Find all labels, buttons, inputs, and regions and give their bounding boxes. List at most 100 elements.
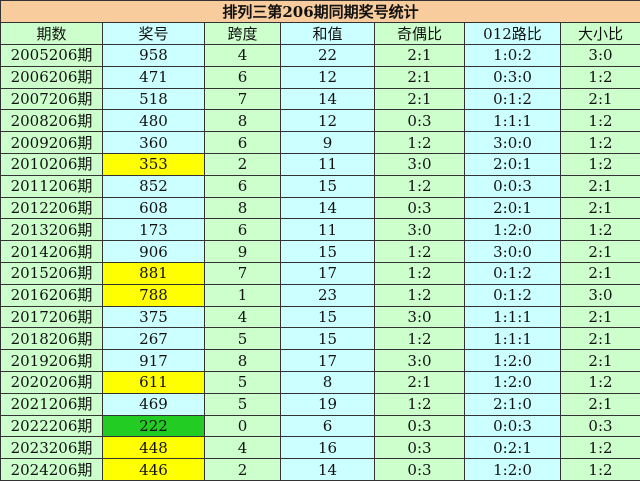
cell-route012: 1:2:0	[465, 371, 561, 393]
cell-odd-even: 1:2	[375, 284, 465, 306]
header-row: 期数 奖号 跨度 和值 奇偶比 012路比 大小比	[1, 23, 640, 45]
cell-number: 353	[103, 153, 205, 175]
cell-big-small: 1:2	[561, 219, 640, 241]
cell-odd-even: 2:1	[375, 66, 465, 88]
cell-route012: 2:0:1	[465, 153, 561, 175]
cell-sum: 6	[281, 415, 375, 437]
cell-number: 267	[103, 328, 205, 350]
cell-sum: 19	[281, 393, 375, 415]
cell-route012: 1:1:1	[465, 110, 561, 132]
cell-number: 469	[103, 393, 205, 415]
cell-route012: 1:1:1	[465, 306, 561, 328]
cell-big-small: 0:3	[561, 415, 640, 437]
cell-sum: 9	[281, 132, 375, 154]
cell-sum: 8	[281, 371, 375, 393]
header-sum: 和值	[281, 23, 375, 45]
cell-period: 2018206期	[1, 328, 103, 350]
cell-period: 2019206期	[1, 350, 103, 372]
cell-big-small: 1:2	[561, 153, 640, 175]
cell-sum: 15	[281, 175, 375, 197]
cell-route012: 0:1:2	[465, 88, 561, 110]
cell-sum: 14	[281, 459, 375, 481]
cell-sum: 11	[281, 219, 375, 241]
cell-period: 2007206期	[1, 88, 103, 110]
cell-odd-even: 0:3	[375, 437, 465, 459]
cell-number: 608	[103, 197, 205, 219]
cell-sum: 16	[281, 437, 375, 459]
cell-number: 375	[103, 306, 205, 328]
cell-span: 1	[205, 284, 281, 306]
cell-big-small: 2:1	[561, 306, 640, 328]
title-row: 排列三第206期同期奖号统计	[1, 1, 640, 23]
cell-odd-even: 1:2	[375, 262, 465, 284]
cell-route012: 1:2:0	[465, 459, 561, 481]
cell-route012: 1:0:2	[465, 45, 561, 67]
cell-big-small: 2:1	[561, 197, 640, 219]
cell-span: 4	[205, 437, 281, 459]
cell-big-small: 3:0	[561, 284, 640, 306]
cell-period: 2021206期	[1, 393, 103, 415]
cell-span: 4	[205, 306, 281, 328]
cell-sum: 22	[281, 45, 375, 67]
cell-span: 9	[205, 241, 281, 263]
cell-sum: 11	[281, 153, 375, 175]
cell-sum: 12	[281, 110, 375, 132]
cell-span: 7	[205, 262, 281, 284]
cell-route012: 3:0:0	[465, 132, 561, 154]
cell-number: 446	[103, 459, 205, 481]
cell-route012: 1:2:0	[465, 350, 561, 372]
cell-span: 2	[205, 153, 281, 175]
cell-odd-even: 0:3	[375, 459, 465, 481]
cell-period: 2011206期	[1, 175, 103, 197]
cell-number: 173	[103, 219, 205, 241]
cell-odd-even: 3:0	[375, 306, 465, 328]
header-period: 期数	[1, 23, 103, 45]
cell-big-small: 1:2	[561, 110, 640, 132]
cell-number: 611	[103, 371, 205, 393]
cell-odd-even: 2:1	[375, 88, 465, 110]
cell-period: 2020206期	[1, 371, 103, 393]
cell-big-small: 2:1	[561, 350, 640, 372]
cell-route012: 0:2:1	[465, 437, 561, 459]
cell-route012: 0:3:0	[465, 66, 561, 88]
cell-period: 2015206期	[1, 262, 103, 284]
cell-span: 8	[205, 110, 281, 132]
cell-sum: 23	[281, 284, 375, 306]
cell-span: 8	[205, 350, 281, 372]
cell-odd-even: 1:2	[375, 132, 465, 154]
cell-period: 2005206期	[1, 45, 103, 67]
cell-route012: 2:1:0	[465, 393, 561, 415]
cell-period: 2006206期	[1, 66, 103, 88]
cell-span: 5	[205, 393, 281, 415]
cell-big-small: 2:1	[561, 88, 640, 110]
cell-period: 2013206期	[1, 219, 103, 241]
cell-big-small: 1:2	[561, 132, 640, 154]
cell-number: 480	[103, 110, 205, 132]
cell-route012: 0:1:2	[465, 284, 561, 306]
cell-odd-even: 2:1	[375, 371, 465, 393]
cell-route012: 0:1:2	[465, 262, 561, 284]
cell-number: 852	[103, 175, 205, 197]
cell-big-small: 2:1	[561, 241, 640, 263]
cell-number: 906	[103, 241, 205, 263]
header-odd-even: 奇偶比	[375, 23, 465, 45]
cell-big-small: 2:1	[561, 328, 640, 350]
cell-sum: 17	[281, 262, 375, 284]
cell-period: 2017206期	[1, 306, 103, 328]
cell-period: 2024206期	[1, 459, 103, 481]
cell-big-small: 1:2	[561, 459, 640, 481]
cell-route012: 1:2:0	[465, 219, 561, 241]
cell-span: 6	[205, 132, 281, 154]
cell-odd-even: 1:2	[375, 393, 465, 415]
cell-big-small: 2:1	[561, 175, 640, 197]
cell-span: 6	[205, 66, 281, 88]
